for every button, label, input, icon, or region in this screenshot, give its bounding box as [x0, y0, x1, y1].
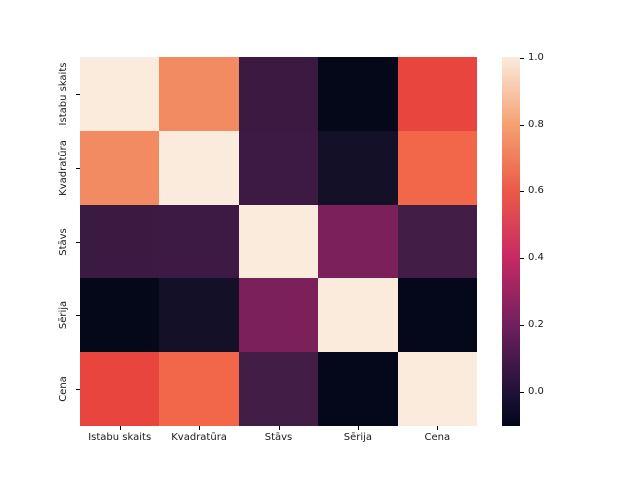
y-tick-mark: [76, 241, 80, 243]
heatmap-cell: [80, 204, 160, 279]
x-tick-label: Sērija: [343, 432, 373, 443]
colorbar-tick-label: 0.6: [528, 185, 544, 197]
x-axis-ticks: [80, 426, 477, 430]
heatmap-cell: [159, 204, 239, 279]
y-tick-label: Stāvs: [58, 227, 69, 256]
heatmap-cell: [238, 278, 319, 353]
heatmap-cell: [238, 130, 319, 205]
y-tick-mark: [76, 389, 80, 391]
heatmap-cell: [318, 204, 398, 279]
colorbar-tick-mark: [520, 391, 524, 393]
heatmap-cell: [397, 278, 477, 353]
heatmap-cell: [318, 278, 398, 353]
y-tick-label: Kvadratūra: [58, 139, 69, 196]
heatmap-cell: [159, 352, 239, 426]
heatmap-cell: [318, 352, 398, 426]
colorbar-gradient: [502, 57, 520, 426]
heatmap-cell: [397, 204, 477, 279]
y-tick-label: Sērija: [58, 301, 69, 330]
y-tick-label: Istabu skaits: [58, 62, 69, 126]
colorbar-tick-label: 1.0: [528, 52, 544, 64]
heatmap-cell: [238, 352, 319, 426]
y-axis-ticks: [76, 57, 80, 426]
x-tick-label: Kvadratūra: [171, 432, 227, 443]
heatmap-cell: [397, 57, 477, 131]
colorbar-tick-mark: [520, 58, 524, 60]
heatmap-cell: [318, 57, 398, 131]
colorbar-tick-label: 0.0: [528, 385, 544, 397]
heatmap-cell: [80, 278, 160, 353]
colorbar-tick-mark: [520, 191, 524, 193]
heatmap-grid: [80, 57, 477, 426]
colorbar-tick-mark: [520, 124, 524, 126]
heatmap-cell: [80, 130, 160, 205]
colorbar-tick-label: 0.4: [528, 252, 544, 264]
heatmap-cell: [159, 57, 239, 131]
colorbar-tick-label: 0.8: [528, 118, 544, 130]
colorbar-ticks: [520, 57, 524, 426]
x-tick-label: Istabu skaits: [88, 432, 152, 443]
x-tick-mark: [357, 426, 359, 430]
colorbar-tick-labels: 1.0 0.8 0.6 0.4 0.2 0.0: [528, 52, 578, 426]
heatmap-cell: [397, 130, 477, 205]
heatmap-cell: [238, 57, 319, 131]
x-tick-label: Stāvs: [264, 432, 293, 443]
x-tick-mark: [199, 426, 201, 430]
colorbar-tick-mark: [520, 324, 524, 326]
heatmap-cell: [159, 278, 239, 353]
colorbar-tick-label: 0.2: [528, 318, 544, 330]
y-tick-mark: [76, 167, 80, 169]
colorbar-tick-mark: [520, 258, 524, 260]
heatmap-cell: [397, 352, 477, 426]
y-tick-mark: [76, 93, 80, 95]
x-tick-mark: [278, 426, 280, 430]
heatmap-cell: [318, 130, 398, 205]
heatmap-cell: [238, 204, 319, 279]
heatmap-cell: [159, 130, 239, 205]
x-tick-mark: [437, 426, 439, 430]
y-axis-labels: Istabu skaits Kvadratūra Stāvs Sērija Cena: [0, 57, 76, 426]
x-tick-mark: [119, 426, 121, 430]
x-axis-labels: Istabu skaits Kvadratūra Stāvs Sērija Cena: [80, 432, 477, 446]
y-tick-label: Cena: [58, 376, 69, 402]
y-tick-mark: [76, 315, 80, 317]
heatmap-cell: [80, 352, 160, 426]
x-tick-label: Cena: [424, 432, 451, 443]
heatmap-cell: [80, 57, 160, 131]
